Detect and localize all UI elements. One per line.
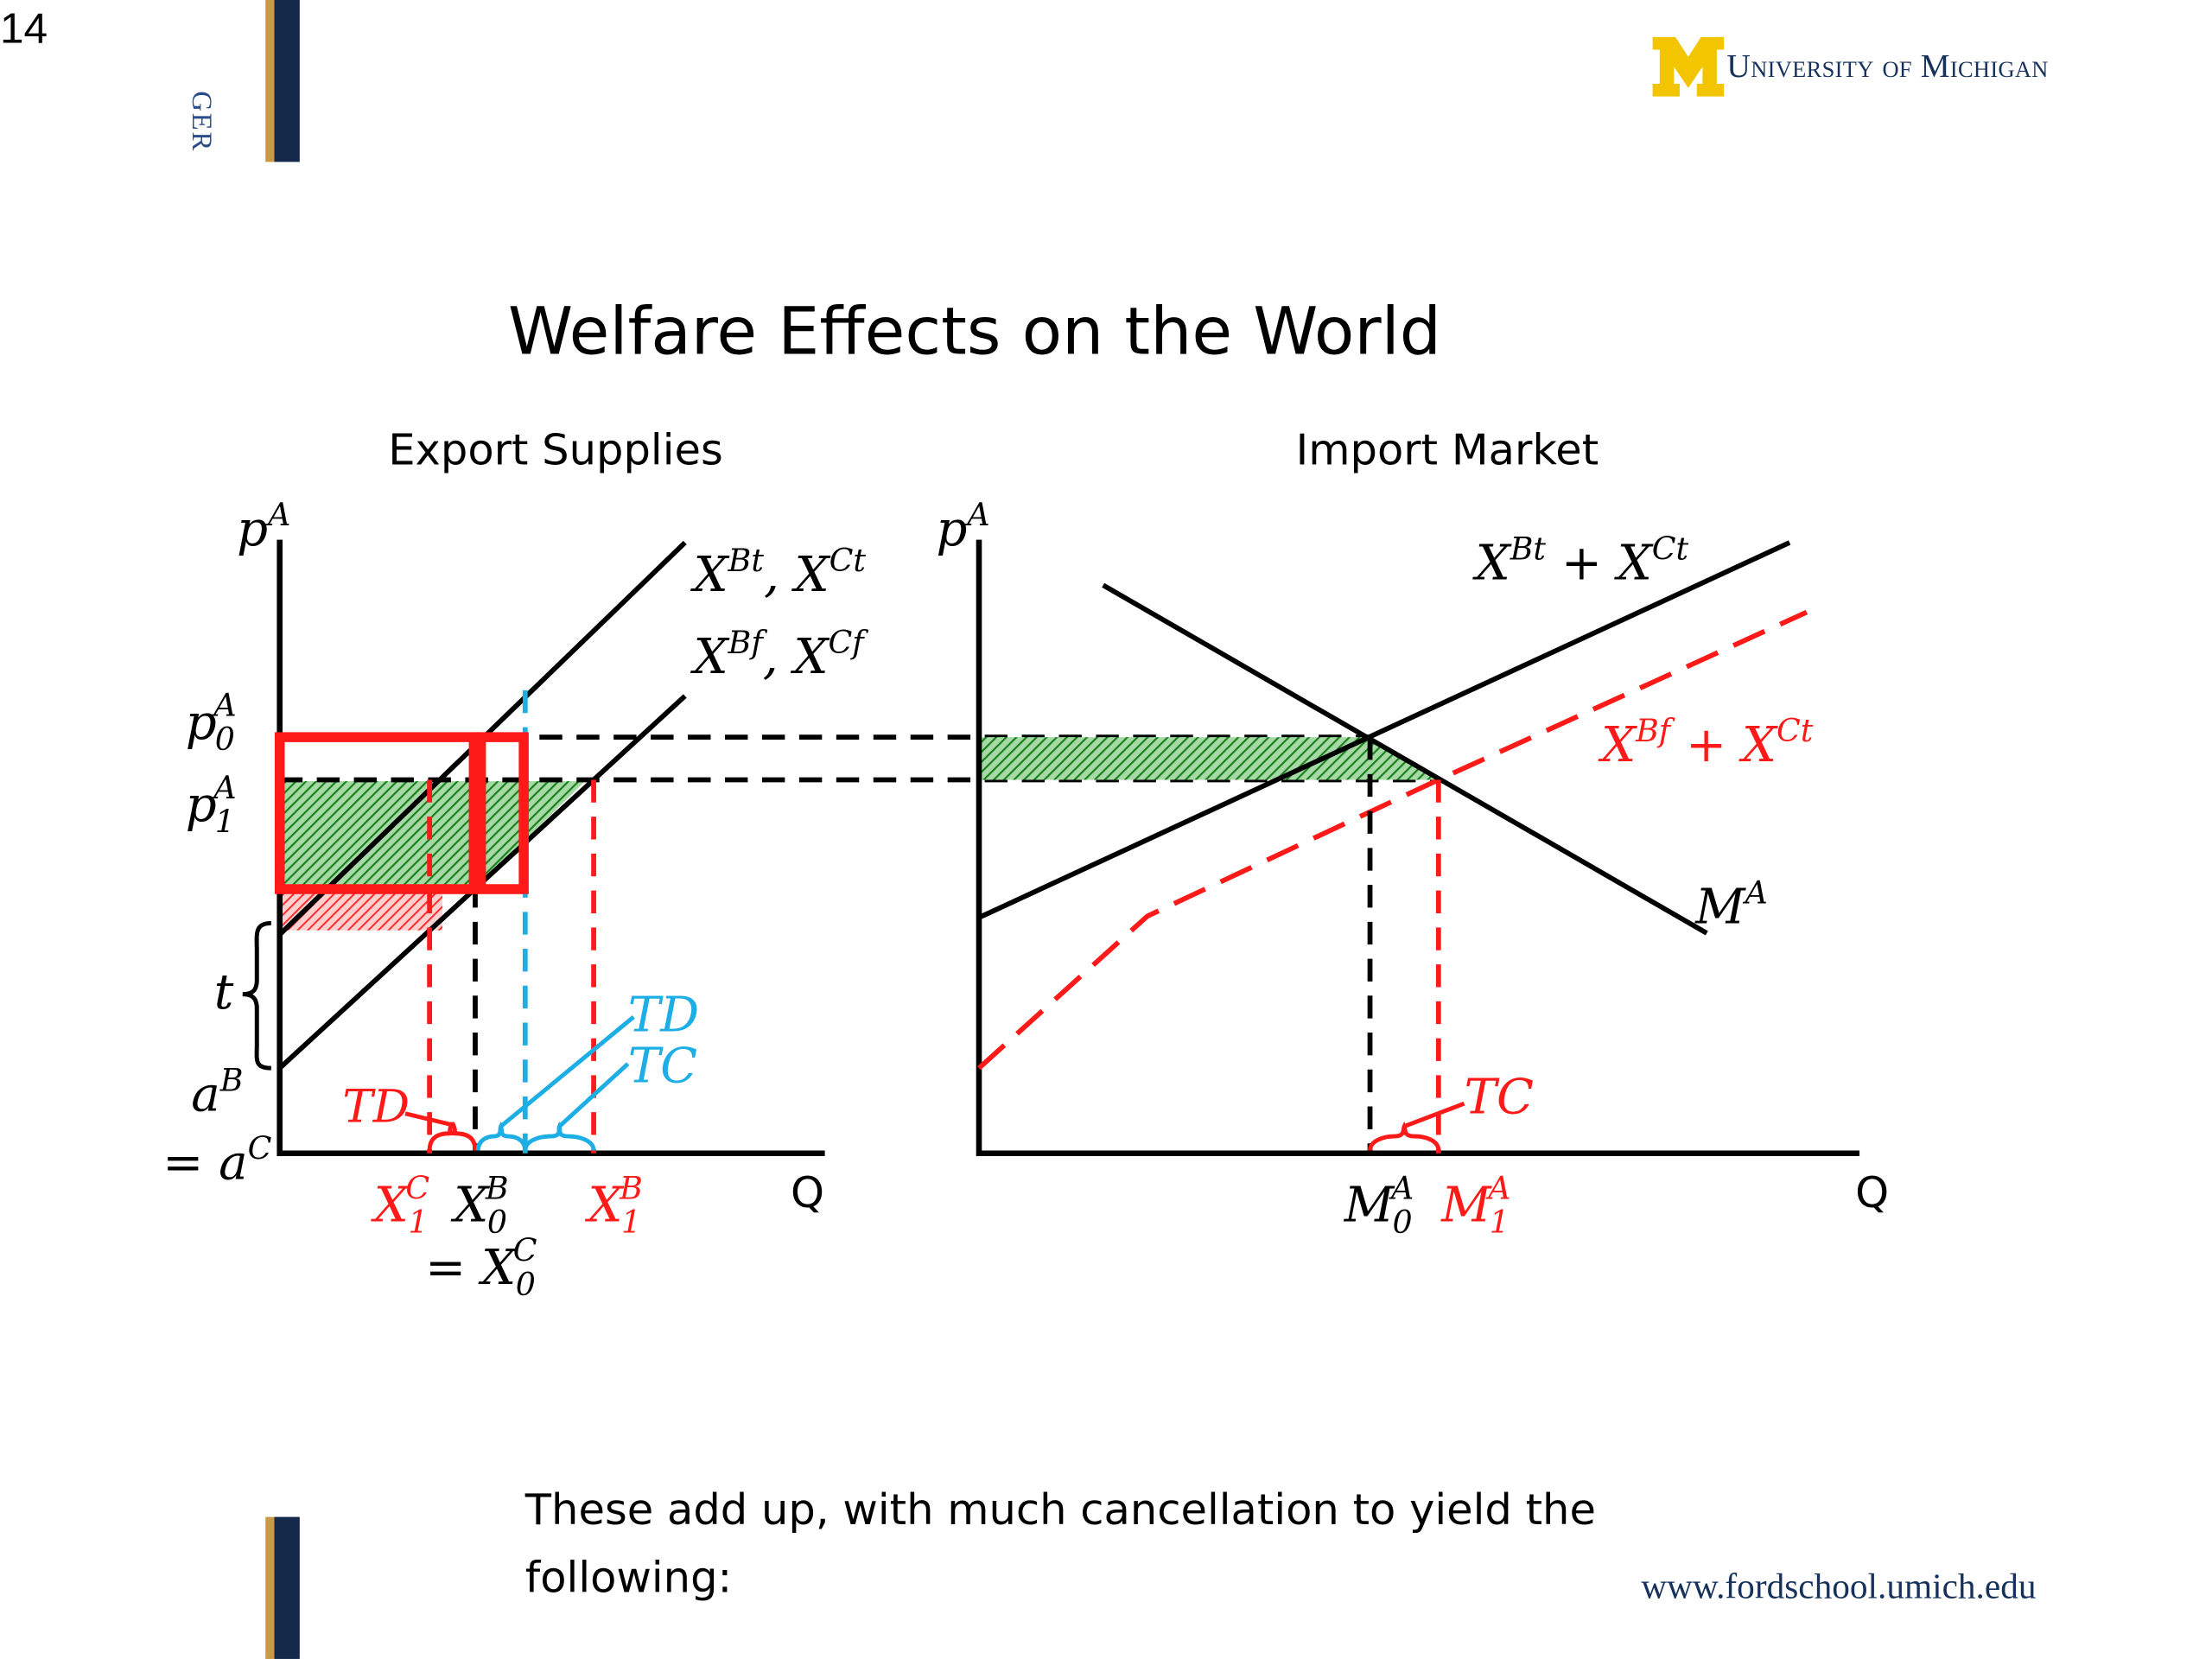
curve-tariff-label: XBt, XCt [690,542,867,603]
slide-title: Welfare Effects on the World [507,292,1441,370]
x1c-label: XC 1 [371,1169,430,1240]
university-logo: University of Michigan [1652,34,2049,97]
tc-red-label: TC [1465,1070,1534,1126]
footer-url: www.fordschool.umich.edu [1641,1567,2037,1607]
m1-label: MA 1 [1440,1169,1510,1240]
td-red-pointer [404,1111,454,1128]
red-rectangle-small [475,732,529,894]
td-red-label: TD [342,1081,410,1134]
import-demand-label: MA [1694,874,1768,936]
left-chart-title: Export Supplies [388,426,723,476]
x0c-label: = XC 0 [425,1232,537,1303]
right-y-axis-label: pA [936,496,989,557]
x0b-label: XB 0 [450,1169,508,1240]
aC-label: = aC [162,1129,271,1191]
supply-sum-free [977,609,1808,1071]
t-brace [242,921,271,1071]
td-blue-brace [475,1122,528,1151]
right-x-axis-label: Q [1855,1167,1889,1217]
p1-label: pA 1 [186,769,237,840]
td-blue-label: TD [628,988,699,1044]
top-accent-bar [265,0,300,162]
tc-blue-label: TC [628,1039,697,1095]
left-x-axis-label: Q [791,1167,824,1217]
red-rectangle-large [274,732,480,894]
green-hatched-area-left [283,781,474,891]
import-demand-curve [1102,582,1708,936]
supply-sum-tariff [977,540,1791,920]
tc-blue-brace [523,1121,596,1151]
t-label: t [214,964,234,1020]
logo-text: University of Michigan [1726,48,2049,84]
slide-number: 14 [0,5,48,53]
td-blue-pointer [499,1015,635,1128]
sum-tariff-label: XBt + XCt [1472,531,1689,592]
td-red-brace [427,1122,478,1151]
tc-red-brace [1368,1122,1441,1151]
aB-label: aB [191,1062,243,1123]
tc-red-pointer [1403,1101,1465,1128]
green-hatched-area-right [978,737,1439,780]
x1b-label: XB 1 [584,1169,642,1240]
left-y-axis-label: pA [237,496,290,557]
m0-label: MA 0 [1344,1169,1414,1240]
sum-free-label: XBf + XCt [1598,712,1814,773]
tc-blue-pointer [557,1062,630,1128]
right-chart-title: Import Market [1295,426,1599,476]
p0-label: pA 0 [186,687,237,758]
block-m-icon [1652,36,1725,97]
caption: These add up, with much cancellation to … [524,1485,1596,1604]
red-hatched-area [283,890,442,931]
curve-free-label: XBf, XCf [690,624,869,685]
welfare-diagram: pA Q XBt, XCt XBf, XCf pA 0 pA 1 t aB = aC… [162,496,1889,1303]
bottom-accent-bar [265,1516,300,1659]
